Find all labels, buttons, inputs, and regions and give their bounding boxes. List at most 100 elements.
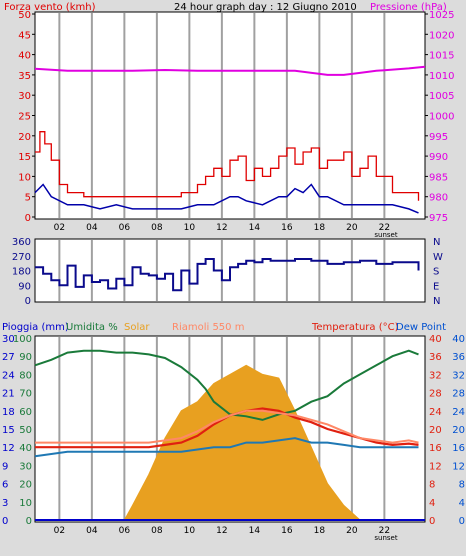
pressure-tick-label: 975	[429, 213, 448, 224]
humidity-tick-label: 50	[19, 425, 32, 436]
temperature-tick-label: 28	[429, 389, 442, 400]
series-dewpoint-line	[34, 437, 419, 458]
rain-tick-label: 30	[2, 334, 15, 345]
humidity-tick-label: 20	[19, 480, 32, 491]
series-solar-area	[35, 364, 425, 521]
wind-tick-label: 35	[18, 71, 31, 82]
wind-tick-label: 50	[18, 10, 31, 21]
pressure-tick-label: 1000	[429, 112, 454, 123]
rain-tick-label: 27	[2, 352, 15, 363]
temperature-tick-label: 36	[429, 352, 442, 363]
dewpoint-tick-label: 12	[452, 461, 465, 472]
wind-tick-label: 10	[18, 172, 31, 183]
x-tick-label: 06	[119, 526, 131, 536]
humidity-tick-label: 90	[19, 352, 32, 363]
x-tick-label: 16	[281, 526, 293, 536]
dewpoint-tick-label: 24	[452, 407, 465, 418]
rain-tick-label: 0	[2, 516, 8, 527]
temperature-tick-label: 4	[429, 498, 435, 509]
direction-tick-label: 180	[12, 267, 31, 278]
dewpoint-tick-label: 40	[452, 334, 465, 345]
x-tick-label: 02	[54, 223, 65, 233]
dewpoint-tick-label: 4	[459, 498, 465, 509]
x-tick-label: 08	[151, 526, 163, 536]
x-tick-label: 12	[216, 223, 227, 233]
direction-tick-label: 90	[18, 281, 31, 292]
rain-tick-label: 24	[2, 370, 15, 381]
pressure-tick-label: 1025	[429, 10, 454, 21]
series-layer	[34, 65, 426, 521]
pressure-tick-label: 985	[429, 172, 448, 183]
compass-tick-label: S	[433, 267, 439, 278]
dewpoint-tick-label: 32	[452, 370, 465, 381]
wind-tick-label: 30	[18, 91, 31, 102]
rain-tick-label: 6	[2, 480, 8, 491]
temperature-tick-label: 40	[429, 334, 442, 345]
x-tick-label: 02	[54, 526, 65, 536]
temperature-tick-label: 20	[429, 425, 442, 436]
compass-tick-label: E	[433, 281, 439, 292]
pressure-tick-label: 1010	[429, 71, 454, 82]
dewpoint-tick-label: 0	[459, 516, 465, 527]
dewpoint-tick-label: 8	[459, 480, 465, 491]
wind-tick-label: 25	[18, 112, 31, 123]
series-pressure-line	[34, 65, 426, 76]
pressure-tick-label: 1015	[429, 51, 454, 62]
temperature-tick-label: 32	[429, 370, 442, 381]
wind-tick-label: 45	[18, 30, 31, 41]
humidity-tick-label: 80	[19, 370, 32, 381]
rain-tick-label: 21	[2, 389, 15, 400]
x-tick-label: 14	[249, 223, 261, 233]
x-tick-label: 10	[184, 526, 196, 536]
panel-wind-pressure	[34, 11, 426, 220]
x-tick-label: 16	[281, 223, 293, 233]
pressure-tick-label: 1020	[429, 30, 454, 41]
sunset-label: sunset	[374, 231, 397, 239]
humidity-tick-label: 60	[19, 407, 32, 418]
direction-tick-label: 0	[25, 296, 31, 307]
humidity-tick-label: 40	[19, 443, 32, 454]
humidity-tick-label: 30	[19, 461, 32, 472]
wind-tick-label: 20	[18, 132, 31, 143]
pressure-axis-title: Pressione (hPa)	[370, 2, 447, 13]
x-tick-label: 04	[86, 223, 98, 233]
humidity-tick-label: 10	[19, 498, 32, 509]
pressure-tick-label: 1005	[429, 91, 454, 102]
compass-tick-label: W	[433, 252, 443, 263]
x-tick-label: 18	[314, 526, 326, 536]
temperature-axis-title: Temperatura (°C)	[311, 322, 399, 333]
series-gust-line	[35, 131, 420, 201]
chart-title: 24 hour graph day : 12 Giugno 2010	[174, 2, 357, 13]
temperature-tick-label: 24	[429, 407, 442, 418]
series-humidity-line	[34, 349, 419, 421]
riamoli-label: Riamoli 550 m	[172, 322, 244, 333]
sunset-label: sunset	[374, 534, 397, 542]
series-riamoli-line	[35, 409, 419, 444]
direction-tick-label: 270	[12, 252, 31, 263]
temperature-tick-label: 0	[429, 516, 435, 527]
temperature-tick-label: 12	[429, 461, 442, 472]
series-wind-avg-line	[34, 183, 419, 214]
dewpoint-tick-label: 36	[452, 352, 465, 363]
humidity-tick-label: 70	[19, 389, 32, 400]
dewpoint-tick-label: 16	[452, 443, 465, 454]
humidity-axis-title: Umidita %	[66, 322, 118, 333]
wind-tick-label: 15	[18, 152, 31, 163]
wind-tick-label: 5	[25, 193, 31, 204]
x-tick-label: 06	[119, 223, 131, 233]
x-tick-label: 14	[249, 526, 261, 536]
rain-tick-label: 18	[2, 407, 15, 418]
x-tick-label: 04	[86, 526, 98, 536]
x-tick-label: 08	[151, 223, 163, 233]
compass-tick-label: N	[433, 237, 440, 248]
x-tick-label: 12	[216, 526, 227, 536]
solar-layer	[35, 364, 425, 521]
rain-axis-title: Pioggia (mm)	[2, 322, 69, 333]
rain-tick-label: 9	[2, 461, 8, 472]
compass-tick-label: N	[433, 296, 440, 307]
rain-tick-label: 3	[2, 498, 8, 509]
x-tick-label: 18	[314, 223, 326, 233]
x-tick-label: 22	[379, 526, 390, 536]
wind-tick-label: 40	[18, 51, 31, 62]
